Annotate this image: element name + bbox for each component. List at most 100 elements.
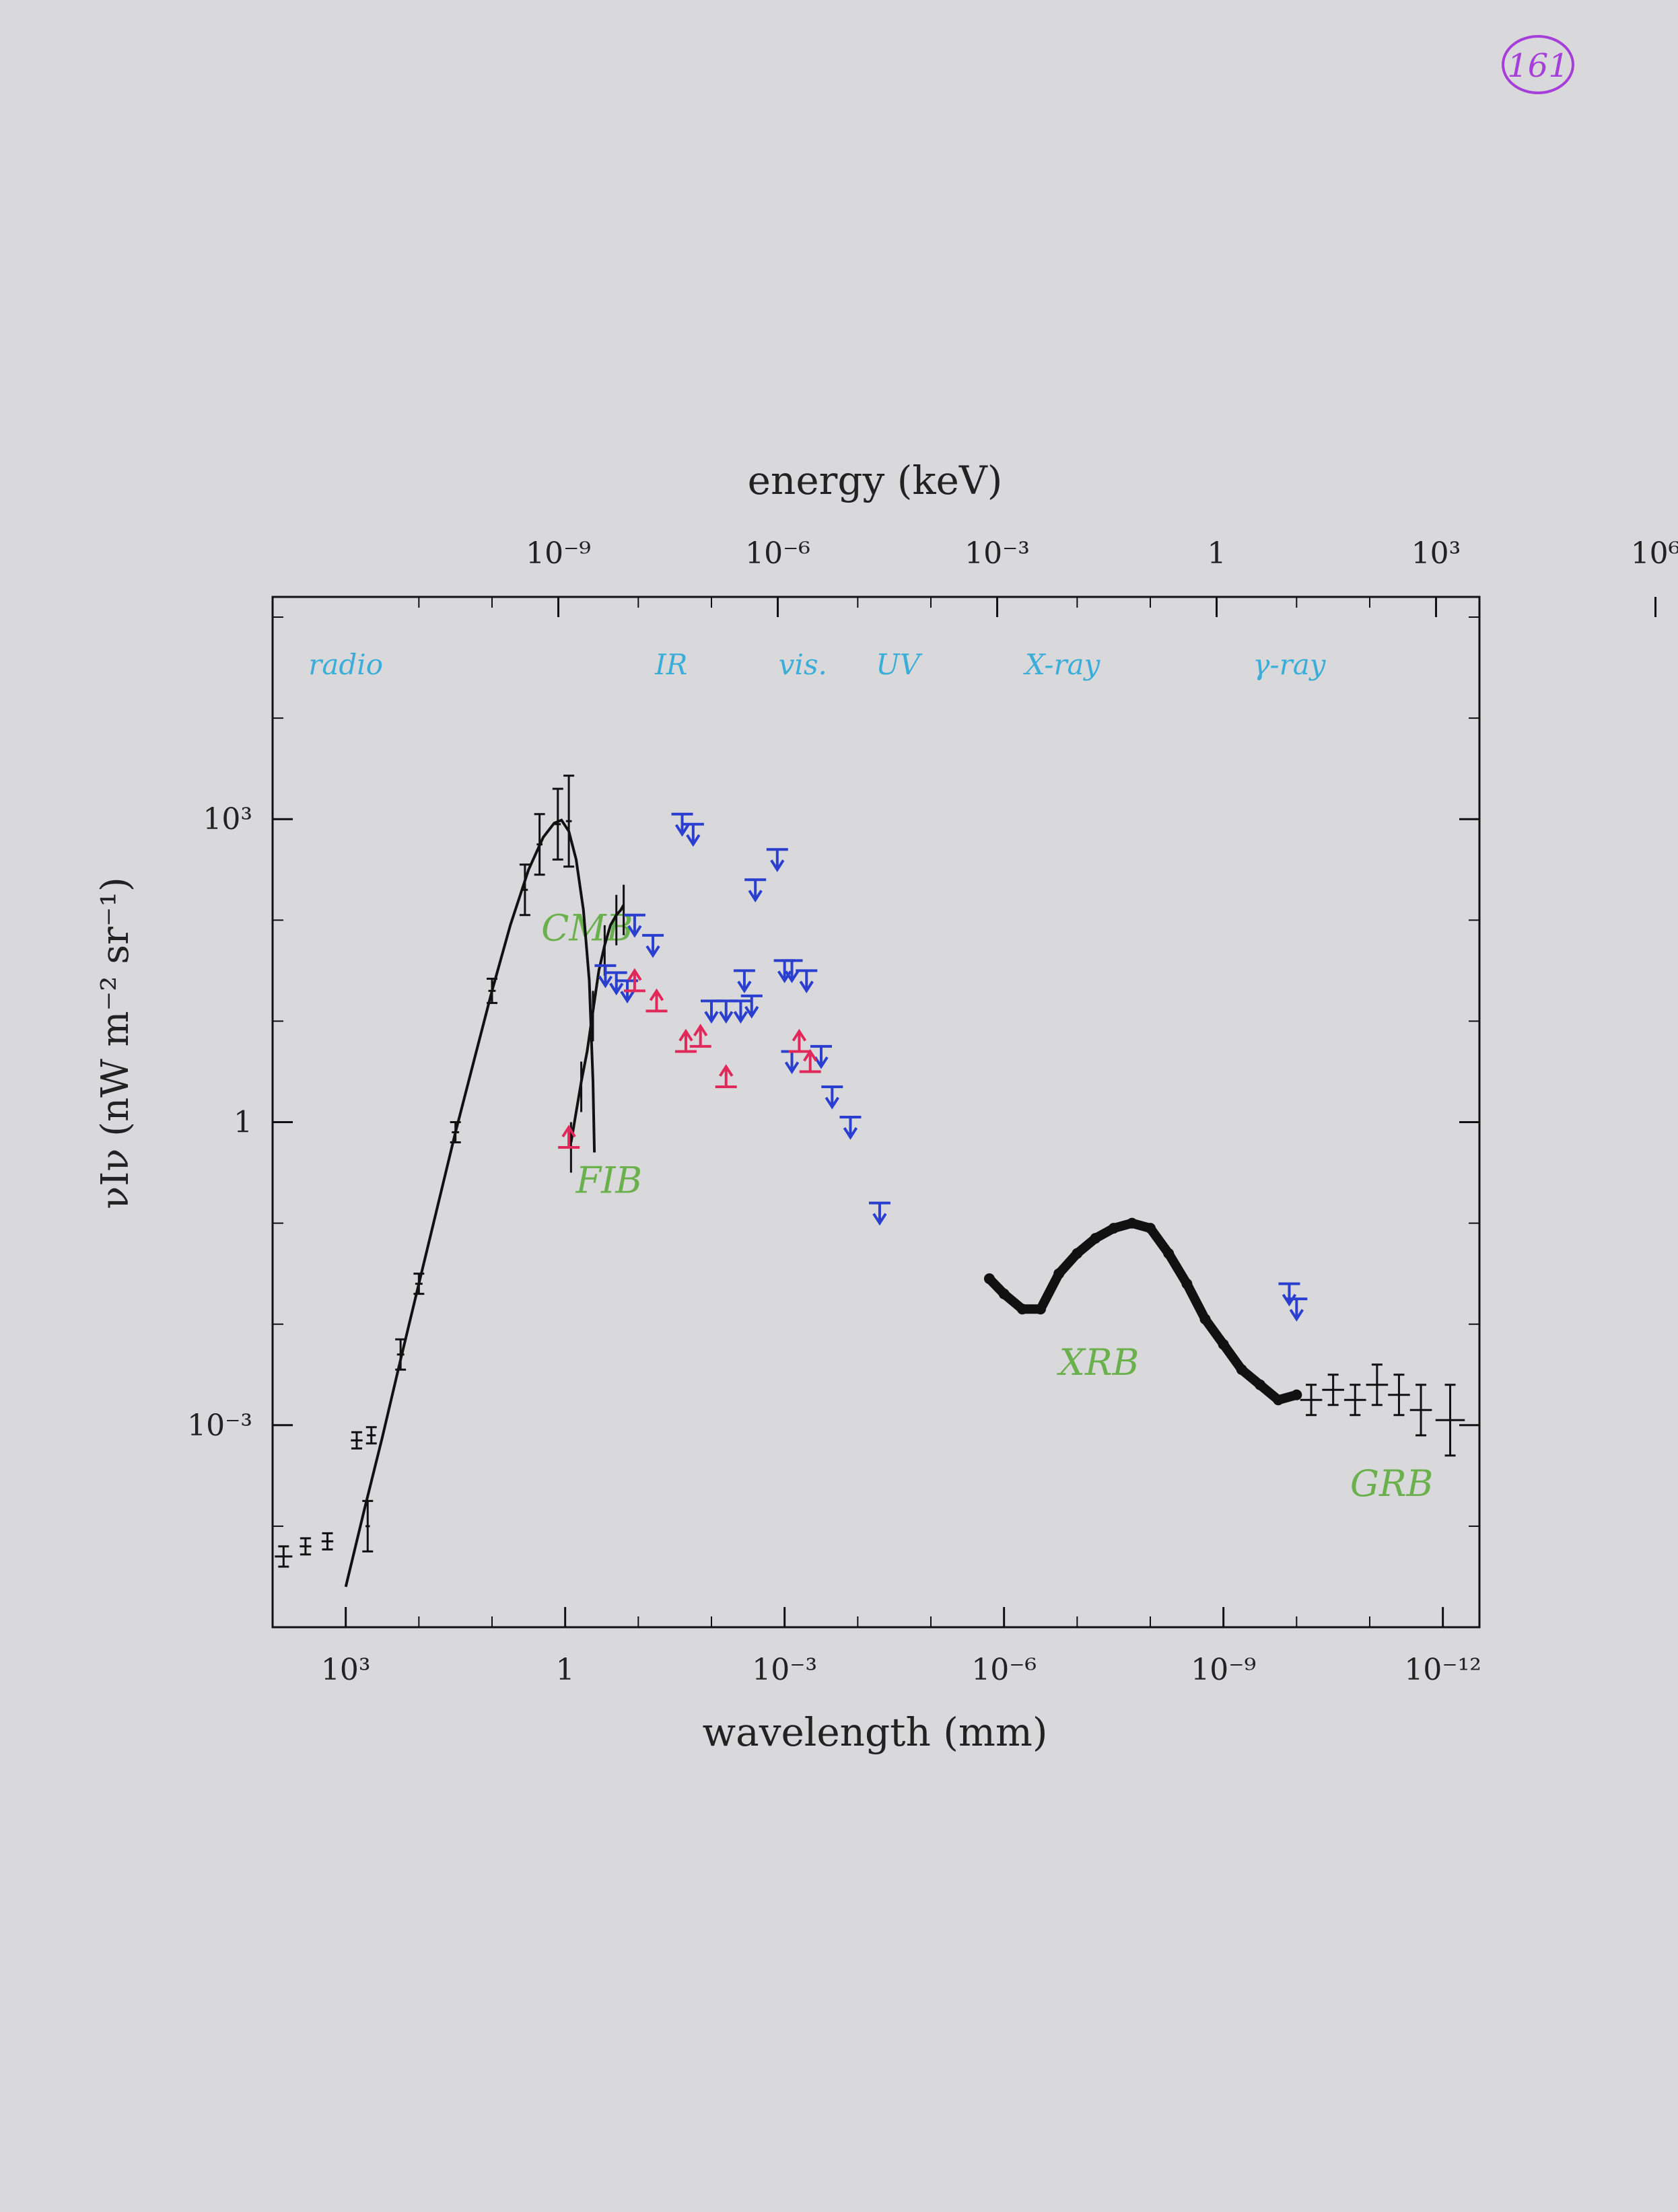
xrb-point (1108, 1223, 1119, 1234)
y-tick-label: 10⁻³ (187, 1408, 252, 1443)
x-tick-label-top: 10³ (1411, 536, 1461, 571)
limit-arrow (733, 1011, 748, 1024)
upper-limit-point (642, 933, 664, 958)
x-tick-label-bottom: 1 (556, 1653, 575, 1687)
x-tick-label-bottom: 10⁻³ (752, 1653, 817, 1687)
xrb-point (1090, 1233, 1101, 1244)
xrb-point (1016, 1304, 1028, 1315)
xrb-point (983, 1273, 995, 1285)
limit-arrow (843, 1127, 858, 1140)
limit-arrow (719, 1011, 734, 1024)
xrb-point (1072, 1248, 1083, 1259)
limit-arrow (799, 980, 814, 994)
x-tick-label-bottom: 10⁻⁶ (971, 1653, 1037, 1687)
data-point (300, 1537, 312, 1556)
data-point (395, 1338, 407, 1371)
limit-arrow (704, 1011, 719, 1024)
limit-arrow (627, 925, 642, 938)
upper-limit-point (796, 969, 818, 994)
data-point (365, 1426, 377, 1445)
xrb-band (985, 1218, 1298, 1405)
data-point (1388, 1373, 1410, 1417)
xrb-point (1199, 1314, 1211, 1325)
upper-limit-point (701, 999, 722, 1024)
upper-limit-point (671, 812, 693, 837)
data-point (563, 775, 575, 868)
xrb-point (1291, 1389, 1302, 1400)
limit-arrow (609, 983, 624, 996)
band-label: radio (308, 648, 383, 681)
xrb-point (1255, 1379, 1265, 1390)
data-point (275, 1545, 293, 1568)
data-point (1322, 1373, 1344, 1406)
upper-limit-point (781, 1050, 803, 1075)
x-tick-label-bottom: 10⁻⁹ (1191, 1653, 1256, 1687)
upper-limit-point (821, 1085, 843, 1110)
upper-limit-point (1286, 1297, 1308, 1322)
band-label: UV (876, 648, 922, 681)
x-tick-label-top: 10⁻⁹ (526, 536, 591, 571)
band-label: vis. (779, 648, 827, 681)
limit-arrow (737, 980, 752, 994)
data-point (552, 787, 563, 861)
data-point (534, 813, 545, 876)
limit-arrow (744, 1005, 759, 1019)
xrb-point (998, 1288, 1010, 1299)
limit-arrow (825, 1096, 839, 1110)
x-tick-label-top: 1 (1208, 536, 1226, 571)
limit-arrow (627, 968, 642, 981)
limit-arrow (561, 1125, 576, 1138)
lower-limit-point (689, 1024, 711, 1048)
y-tick-label: 1 (234, 1106, 252, 1140)
data-point (351, 1431, 363, 1450)
x-tick-label-bottom: 10⁻¹² (1404, 1653, 1481, 1687)
band-label: X-ray (1023, 648, 1101, 681)
x-tick-label-top: 10⁻³ (965, 536, 1030, 571)
data-point (1343, 1384, 1366, 1417)
limit-arrow (693, 1024, 708, 1037)
lower-limit-point (558, 1125, 580, 1149)
xrb-point (1053, 1268, 1065, 1279)
lower-limit-point (715, 1064, 737, 1088)
limit-arrow (1289, 1309, 1304, 1322)
upper-limit-point (733, 969, 755, 994)
x-tick-label-top: 10⁶ (1631, 536, 1678, 571)
page-number: 161 (1507, 47, 1569, 85)
limit-arrow (719, 1064, 734, 1077)
upper-limit-point (839, 1116, 862, 1140)
background-label: GRB (1350, 1462, 1433, 1505)
upper-limit-point (766, 848, 788, 872)
limit-arrow (784, 1061, 800, 1075)
cmb-curve (344, 818, 596, 1587)
data-point (450, 1121, 461, 1144)
limit-arrow (803, 1048, 818, 1062)
data-point (413, 1273, 425, 1295)
upper-limit-point (730, 999, 752, 1024)
background-label: FIB (575, 1159, 642, 1202)
upper-limit-point (868, 1201, 890, 1226)
lower-limit-point (645, 988, 668, 1013)
xrb-point (1145, 1223, 1156, 1234)
x-tick-label-bottom: 10³ (321, 1653, 371, 1687)
band-label: IR (654, 648, 687, 681)
lower-limit-point (674, 1028, 697, 1053)
y-tick-label: 10³ (203, 802, 252, 836)
limit-arrow (748, 890, 763, 902)
upper-limit-point (715, 999, 737, 1024)
xrb-point (1181, 1278, 1193, 1289)
upper-limit-point (594, 964, 617, 989)
background-label: XRB (1057, 1341, 1140, 1384)
upper-limit-point (744, 878, 767, 902)
x-tick-label-top: 10⁻⁶ (745, 536, 810, 571)
plot-frame (271, 596, 1481, 1629)
xrb-point (1126, 1217, 1138, 1229)
upper-limit-point (682, 822, 704, 847)
limit-arrow (649, 988, 664, 1001)
bottom-axis-label: wavelength (mm) (702, 1709, 1047, 1755)
upper-limit-point (605, 971, 627, 996)
xrb-point (1273, 1394, 1284, 1406)
y-axis-label: νIν (nW m⁻² sr⁻¹) (94, 877, 137, 1209)
